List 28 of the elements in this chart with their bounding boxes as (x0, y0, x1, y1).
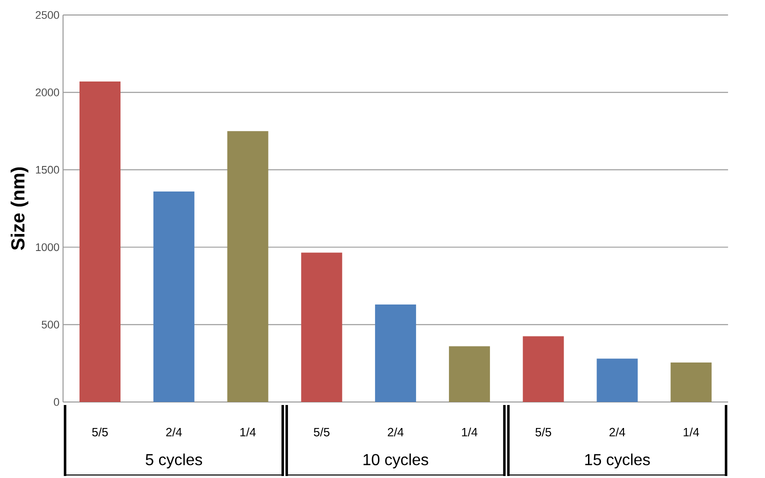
x-tick-label: 2/4 (388, 428, 404, 436)
bar (522, 336, 564, 402)
x-tick-label: 1/4 (240, 428, 256, 436)
y-tick-label: 1500 (36, 166, 60, 174)
y-tick-label: 2000 (36, 88, 60, 96)
y-tick-label: 500 (42, 320, 60, 328)
x-tick-label: 2/4 (610, 428, 626, 436)
bar (448, 346, 490, 402)
x-tick-label: 1/4 (684, 428, 700, 436)
bar (153, 191, 194, 402)
x-tick-label: 2/4 (166, 428, 182, 436)
x-tick-label: 5/5 (536, 428, 552, 436)
x-tick-label: 5/5 (92, 428, 108, 436)
text: 15 cycles (585, 454, 650, 468)
bar (596, 358, 638, 402)
y-tick-label: 0 (54, 398, 60, 406)
x-tick-label: 5/5 (314, 428, 330, 436)
bar (670, 362, 712, 402)
text: 5 cycles (146, 454, 202, 468)
bar (227, 131, 268, 402)
y-tick-label: 1000 (36, 243, 60, 252)
y-tick-label: 2500 (36, 11, 60, 19)
text: 10 cycles (364, 454, 428, 468)
y-axis-title: Size (nm) (10, 167, 28, 250)
bar (80, 82, 121, 402)
bar (301, 252, 342, 402)
bar (375, 304, 416, 402)
x-tick-label: 1/4 (462, 428, 478, 436)
